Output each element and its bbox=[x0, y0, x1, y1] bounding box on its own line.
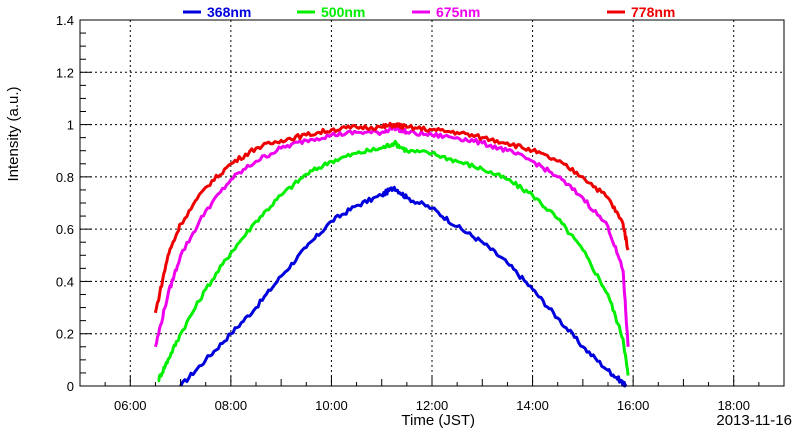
grid-lines bbox=[80, 20, 784, 386]
x-tick-label: 16:00 bbox=[617, 398, 650, 413]
x-tick-label: 06:00 bbox=[114, 398, 147, 413]
series-lines bbox=[153, 121, 630, 388]
y-tick-label: 1.2 bbox=[56, 65, 74, 80]
axis-ticks bbox=[79, 19, 785, 387]
y-tick-label: 0.6 bbox=[56, 222, 74, 237]
x-axis-title: Time (JST) bbox=[401, 412, 475, 429]
y-tick-label: 0.8 bbox=[56, 170, 74, 185]
y-tick-label: 1 bbox=[67, 118, 74, 133]
y-tick-label: 0 bbox=[67, 379, 74, 394]
x-tick-labels: 06:00 08:00 10:00 12:00 14:00 16:00 18:00 bbox=[114, 398, 750, 413]
legend-label-675nm: 675nm bbox=[436, 4, 480, 20]
y-tick-label: 0.4 bbox=[56, 274, 74, 289]
x-tick-label: 12:00 bbox=[416, 398, 449, 413]
x-tick-label: 18:00 bbox=[717, 398, 750, 413]
legend-label-500nm: 500nm bbox=[321, 4, 365, 20]
y-tick-labels: 0 0.2 0.4 0.6 0.8 1 1.2 1.4 bbox=[56, 13, 74, 394]
series-line-778nm bbox=[153, 121, 630, 314]
series-line-368nm bbox=[179, 185, 628, 388]
legend-label-368nm: 368nm bbox=[207, 4, 251, 20]
y-axis-title: Intensity (a.u.) bbox=[5, 86, 22, 181]
date-label: 2013-11-16 bbox=[716, 412, 792, 429]
legend-label-778nm: 778nm bbox=[631, 4, 675, 20]
y-tick-label: 0.2 bbox=[56, 327, 74, 342]
series-line-500nm bbox=[157, 139, 630, 383]
x-tick-label: 08:00 bbox=[215, 398, 248, 413]
legend: 368nm 500nm 675nm 778nm bbox=[183, 4, 675, 20]
x-tick-label: 10:00 bbox=[315, 398, 348, 413]
x-tick-label: 14:00 bbox=[516, 398, 549, 413]
y-tick-label: 1.4 bbox=[56, 13, 74, 28]
